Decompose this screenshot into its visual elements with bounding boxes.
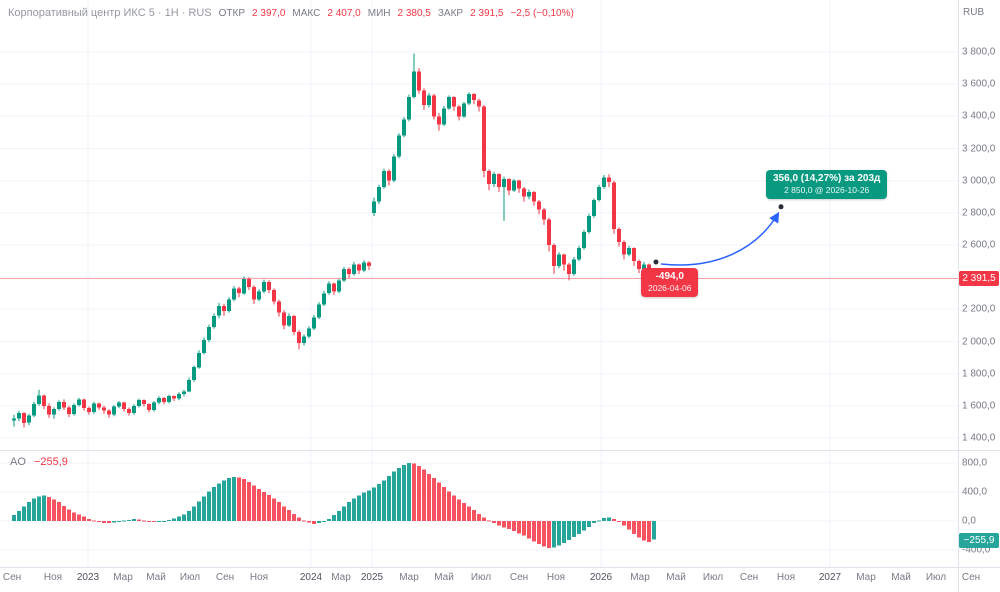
time-axis-border <box>0 567 1000 568</box>
time-axis-label: 2023 <box>76 572 100 583</box>
time-axis-label: Май <box>891 572 911 583</box>
time-axis-label: Май <box>666 572 686 583</box>
legend-high-value: 2 407,0 <box>327 8 361 19</box>
ao-value-tag: −255,9 <box>959 532 999 548</box>
time-axis-label: 2025 <box>360 572 384 583</box>
projection-callout[interactable]: 356,0 (14,27%) за 203д 2 850,0 @ 2026-10… <box>766 170 888 199</box>
time-axis-label: Ноя <box>249 572 269 583</box>
price-axis-label: 3 600,0 <box>962 78 996 90</box>
time-axis-label: Сен <box>509 572 529 583</box>
legend-low-label: МИН <box>367 8 391 19</box>
time-axis-label: Ноя <box>43 572 63 583</box>
legend-close-label: ЗАКР <box>437 8 464 19</box>
ao-axis-label: 400,0 <box>962 486 988 498</box>
ao-axis-label: 800,0 <box>962 457 988 469</box>
time-axis-label: Ноя <box>776 572 796 583</box>
time-axis-label: Май <box>146 572 166 583</box>
legend-high-label: МАКС <box>292 8 321 19</box>
price-axis-label: 1 400,0 <box>962 432 996 444</box>
projection-target-text: 2 850,0 @ 2026-10-26 <box>784 185 870 195</box>
chart-legend: Корпоративный центр ИКС 5 · 1H · RUS ОТК… <box>8 7 574 19</box>
time-axis-label: Сен <box>2 572 22 583</box>
time-axis-label: Мар <box>399 572 419 583</box>
symbol-title[interactable]: Корпоративный центр ИКС 5 · 1H · RUS <box>8 7 212 19</box>
time-axis-label: Мар <box>630 572 650 583</box>
time-axis-label: Мар <box>113 572 133 583</box>
ao-title[interactable]: AO <box>10 456 26 468</box>
time-axis-label: Июл <box>470 572 492 583</box>
time-axis-label: Мар <box>856 572 876 583</box>
legend-open-value: 2 397,0 <box>252 8 286 19</box>
measure-change-text: -494,0 <box>655 271 684 282</box>
projection-change-text: 356,0 (14,27%) за 203д <box>773 173 881 184</box>
price-axis-label: 3 400,0 <box>962 110 996 122</box>
time-axis-label: 2026 <box>589 572 613 583</box>
currency-label[interactable]: RUB <box>963 7 985 18</box>
price-axis-label: 2 200,0 <box>962 303 996 315</box>
time-axis-label: 2027 <box>818 572 842 583</box>
price-axis-label: 2 600,0 <box>962 239 996 251</box>
legend-close-value: 2 391,5 <box>470 8 504 19</box>
price-axis-border <box>958 0 959 592</box>
legend-low-value: 2 380,5 <box>397 8 431 19</box>
time-axis-label: Июл <box>702 572 724 583</box>
price-axis-label: 1 800,0 <box>962 368 996 380</box>
price-axis-label: 1 600,0 <box>962 400 996 412</box>
time-axis-label: Сен <box>215 572 235 583</box>
legend-change: −2,5 (−0,10%) <box>510 8 574 19</box>
time-axis-label: Ноя <box>546 572 566 583</box>
panel-separator[interactable] <box>0 450 1000 451</box>
price-axis-label: 3 800,0 <box>962 46 996 58</box>
ao-indicator-legend: AO −255,9 <box>10 456 68 468</box>
ao-axis-label: -400,0 <box>962 544 991 556</box>
measure-date-text: 2026-04-06 <box>648 283 692 293</box>
time-axis-label: Июл <box>179 572 201 583</box>
time-axis-label: Сен <box>739 572 759 583</box>
price-axis-label: 2 000,0 <box>962 336 996 347</box>
price-axis-label: 3 000,0 <box>962 175 996 187</box>
measure-callout[interactable]: -494,0 2026-04-06 <box>641 268 699 297</box>
time-axis-label: Сен <box>961 572 981 583</box>
last-price-tag: 2 391,5 <box>959 270 999 286</box>
ao-value: −255,9 <box>33 456 68 468</box>
time-axis-label: Июл <box>925 572 947 583</box>
price-axis-label: 2 800,0 <box>962 207 996 219</box>
time-axis-label: Мар <box>331 572 351 583</box>
price-axis-label: 3 200,0 <box>962 143 996 154</box>
ao-axis-label: 0,0 <box>962 515 976 527</box>
legend-open-label: ОТКР <box>218 8 246 19</box>
time-axis-label: Май <box>434 572 454 583</box>
time-axis-label: 2024 <box>299 572 323 583</box>
